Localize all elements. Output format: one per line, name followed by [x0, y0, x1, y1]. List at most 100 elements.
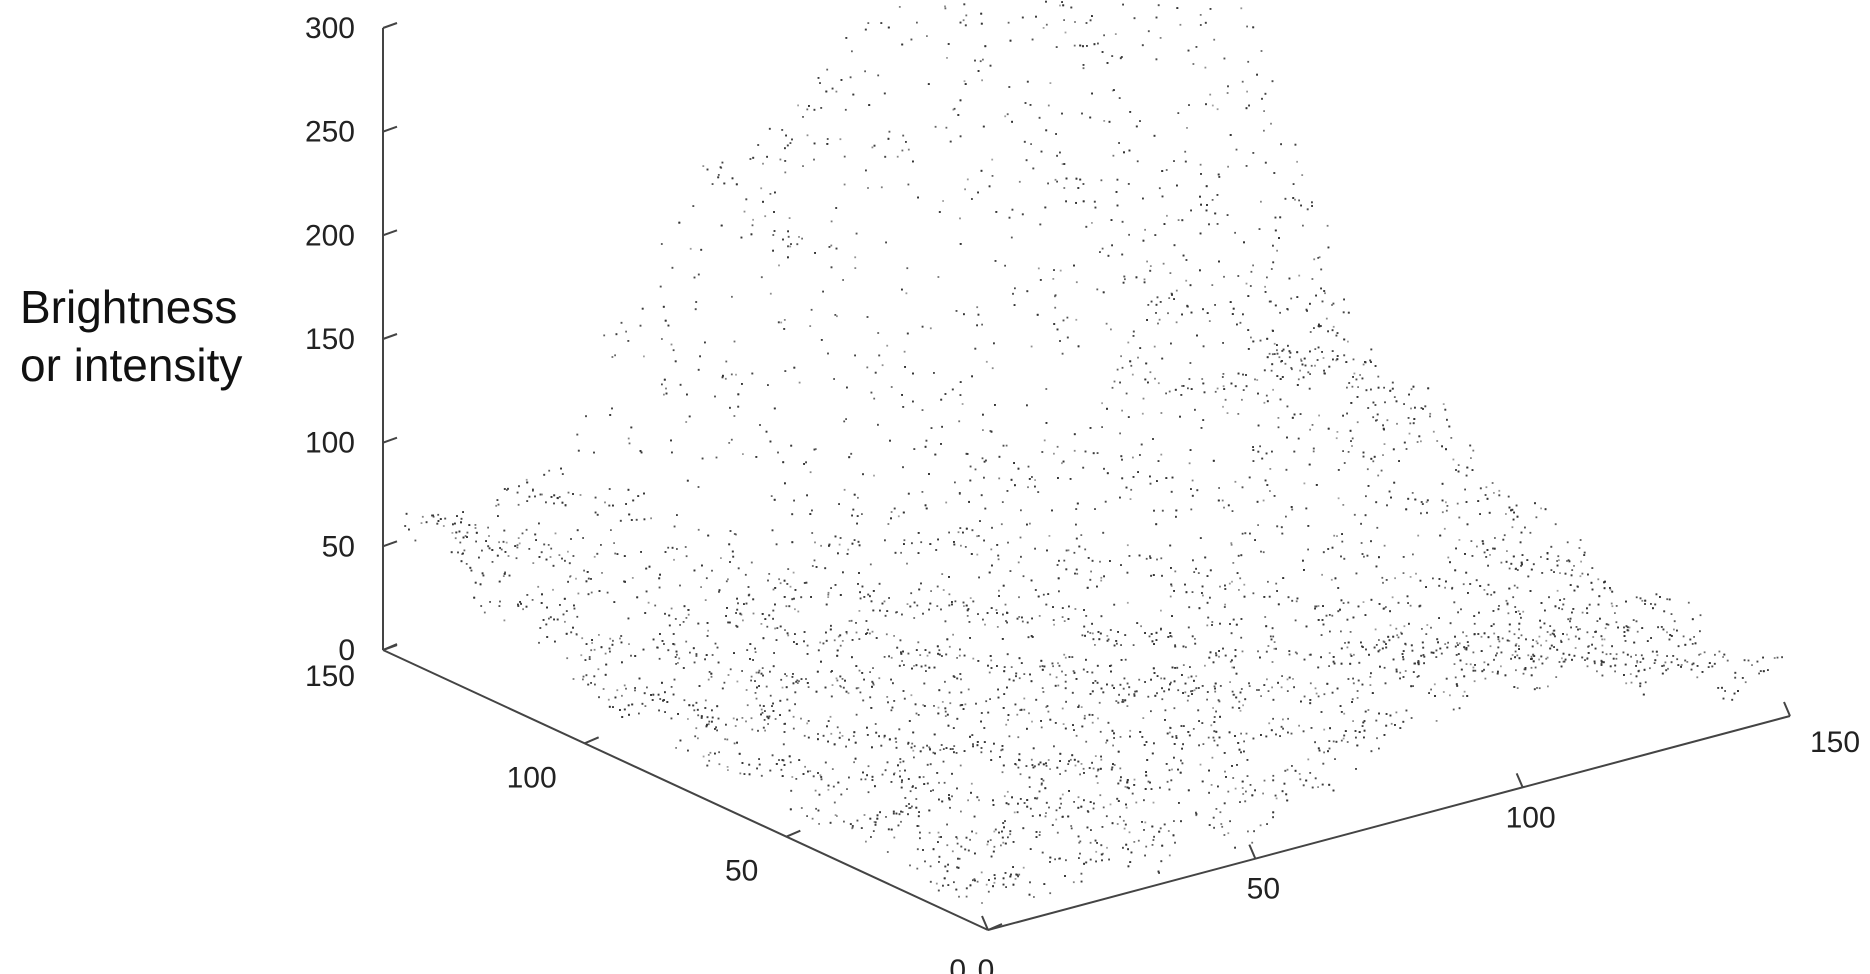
data-point	[1075, 281, 1078, 284]
data-point	[833, 743, 836, 746]
data-point	[847, 548, 850, 551]
data-point	[547, 544, 550, 546]
data-point	[1230, 543, 1233, 546]
data-point	[1300, 360, 1303, 362]
data-point	[1177, 219, 1180, 221]
data-point	[1538, 635, 1541, 638]
data-point	[1580, 560, 1582, 563]
data-point	[1075, 508, 1078, 510]
data-point	[1375, 644, 1378, 646]
data-point	[499, 600, 501, 603]
data-point	[774, 627, 776, 630]
data-point	[1435, 720, 1438, 722]
data-point	[1696, 676, 1699, 679]
data-point	[1181, 385, 1183, 387]
data-point	[1340, 630, 1342, 633]
data-point	[827, 591, 830, 594]
data-point	[1044, 815, 1047, 818]
data-point	[1188, 378, 1191, 380]
data-point	[1078, 841, 1081, 844]
data-point	[1094, 508, 1096, 510]
data-point	[1126, 601, 1129, 604]
data-point	[944, 620, 947, 623]
data-point	[694, 308, 697, 311]
data-point	[608, 488, 611, 490]
data-point	[679, 584, 681, 587]
data-point	[444, 517, 447, 520]
data-point	[1653, 662, 1656, 664]
data-point	[1313, 327, 1315, 329]
data-point	[1040, 783, 1043, 786]
data-point	[1624, 640, 1627, 642]
data-point	[937, 889, 940, 892]
data-point	[786, 698, 789, 701]
data-point	[1145, 845, 1148, 848]
data-point	[1063, 187, 1066, 189]
data-point	[1118, 142, 1120, 144]
data-point	[1450, 437, 1453, 439]
data-point	[658, 586, 661, 589]
data-point	[978, 799, 980, 802]
data-point	[1267, 580, 1269, 583]
data-point	[1099, 794, 1102, 797]
data-point	[1519, 613, 1521, 615]
data-point	[726, 766, 729, 768]
data-point	[1042, 593, 1045, 596]
data-point	[1159, 37, 1162, 39]
data-point	[549, 556, 552, 558]
data-point	[531, 599, 534, 601]
data-point	[1367, 407, 1370, 409]
data-point	[1429, 415, 1431, 418]
data-point	[628, 442, 631, 445]
data-point	[1514, 606, 1517, 608]
data-point	[1149, 371, 1152, 374]
data-point	[621, 694, 623, 697]
data-point	[1201, 378, 1204, 380]
data-point	[1232, 562, 1235, 564]
data-point	[883, 600, 886, 603]
data-point	[839, 644, 842, 647]
data-point	[1162, 262, 1165, 265]
data-point	[988, 671, 991, 674]
data-point	[1027, 465, 1030, 468]
data-point	[714, 642, 717, 645]
data-point	[924, 860, 926, 863]
data-point	[1514, 650, 1517, 653]
data-point	[1260, 200, 1262, 203]
data-point	[1493, 658, 1495, 661]
data-point	[1420, 407, 1423, 409]
data-point	[567, 550, 569, 553]
data-point	[694, 308, 697, 311]
data-point	[898, 728, 901, 731]
data-point	[1266, 678, 1268, 681]
data-point	[1062, 723, 1065, 725]
data-point	[1559, 572, 1561, 574]
data-point	[543, 543, 546, 546]
data-point	[1224, 603, 1226, 606]
data-point	[979, 60, 982, 63]
data-point	[1100, 579, 1103, 582]
data-point	[1342, 450, 1344, 452]
data-point	[1130, 364, 1133, 367]
data-point	[1691, 643, 1694, 645]
data-point	[1269, 635, 1272, 638]
data-point	[1562, 603, 1565, 606]
data-point	[1241, 80, 1244, 83]
data-point	[1550, 545, 1553, 548]
data-point	[1498, 489, 1501, 492]
data-point	[1534, 666, 1537, 669]
data-point	[730, 438, 733, 441]
data-point	[836, 815, 838, 817]
data-point	[814, 789, 817, 792]
data-point	[921, 491, 924, 493]
data-point	[487, 526, 489, 529]
data-point	[917, 641, 920, 644]
data-point	[888, 597, 890, 599]
data-point	[1291, 765, 1293, 767]
data-point	[932, 751, 935, 754]
data-point	[1022, 575, 1025, 578]
data-point	[1243, 583, 1246, 586]
data-point	[1574, 647, 1577, 649]
data-point	[1223, 275, 1225, 278]
data-point	[1492, 623, 1495, 626]
